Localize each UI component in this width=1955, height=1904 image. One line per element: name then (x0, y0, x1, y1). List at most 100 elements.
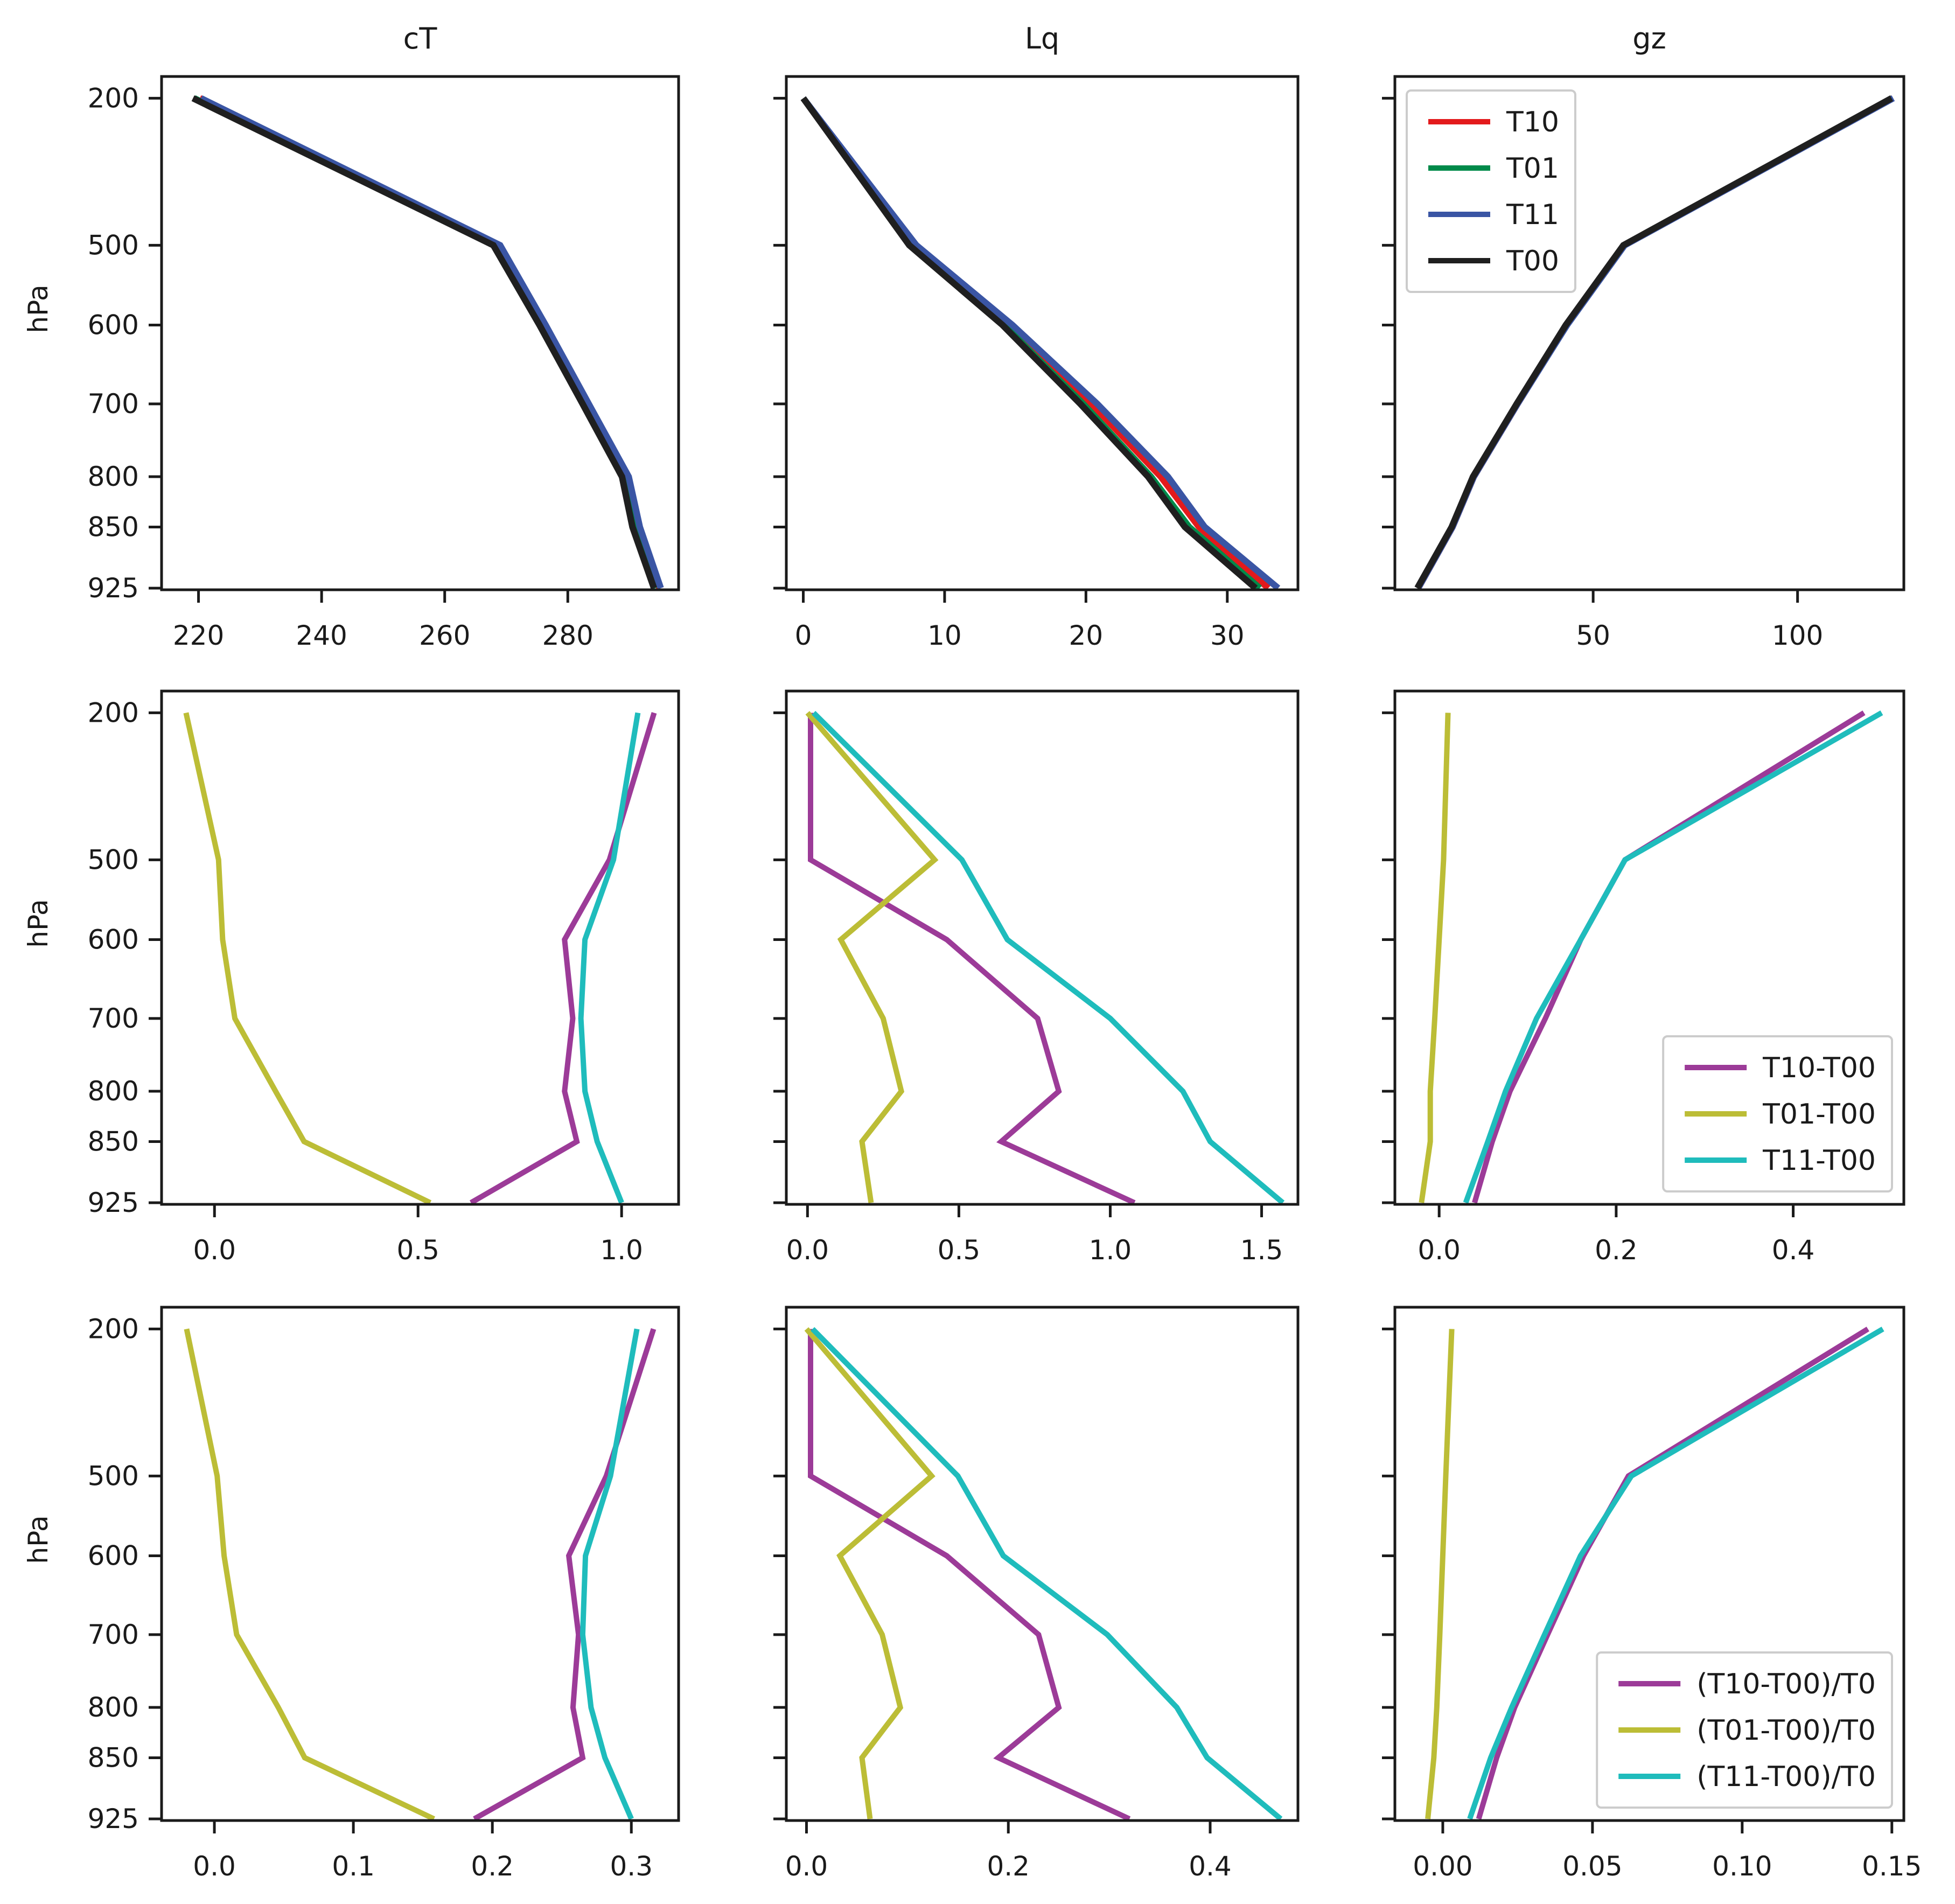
legend-frame (1662, 1035, 1893, 1192)
series-line-t11-t00-t0 (579, 1328, 640, 1820)
x-tick-label: 0.15 (1862, 1851, 1922, 1882)
x-tick-label: 0.0 (1418, 1235, 1461, 1266)
panel-title: cT (403, 22, 438, 55)
panel-row1-gz: 50 100 gz T10 T01 T11 T00 (1382, 22, 1905, 651)
series-line-t10-t00 (808, 713, 1136, 1205)
series-line-t01-t00 (183, 712, 432, 1205)
series-line-t11-t00 (578, 712, 641, 1204)
x-tick-label: 0.00 (1413, 1851, 1472, 1882)
legend-label: T01-T00 (1762, 1098, 1876, 1131)
x-tick-label: 0.4 (1189, 1851, 1232, 1882)
y-tick-label: 200 (88, 1313, 139, 1344)
x-tick-label: 280 (542, 620, 594, 651)
x-tick-label: 1.0 (1089, 1235, 1132, 1266)
axes-frame (160, 689, 680, 1206)
panel-row3-gz: 0.00 0.05 0.10 0.15 (T10-T00)/T0 (T01-T00)/T0… (1382, 1306, 1922, 1882)
legend-label: T01 (1506, 152, 1559, 185)
y-tick-label: 600 (88, 1540, 139, 1572)
axes-frame (160, 75, 680, 591)
x-tick-label: 10 (927, 620, 962, 651)
axes-frame (785, 1306, 1300, 1822)
y-tick-label: 800 (88, 1076, 139, 1107)
panel-row2-gz: 0.0 0.2 0.4 T10-T00 T01-T00 T11-T00 (1382, 689, 1905, 1266)
axes-frame (785, 689, 1300, 1206)
y-tick-label: 925 (88, 573, 139, 604)
legend: T10 T01 T11 T00 (1406, 89, 1576, 293)
legend: T10-T00 T01-T00 T11-T00 (1662, 1035, 1893, 1192)
panel-row1-cT: 200 500 600 700 800 850 925 220 240 260 280 cT hPa (23, 22, 680, 651)
panel-title: Lq (1025, 22, 1059, 55)
series-line-t00 (191, 95, 657, 589)
panel-row2-Lq: 0.0 0.5 1.0 1.5 (773, 689, 1300, 1266)
legend: (T10-T00)/T0 (T01-T00)/T0 (T11-T00)/T0 (1596, 1651, 1893, 1809)
x-tick-label: 0.3 (610, 1851, 653, 1882)
legend-label: T11 (1506, 199, 1559, 231)
y-tick-label: 600 (88, 924, 139, 956)
axes-frame (160, 1306, 680, 1822)
y-tick-label: 850 (88, 1742, 139, 1773)
legend-label: T10 (1506, 106, 1559, 138)
legend-label: T11-T00 (1762, 1145, 1876, 1177)
legend-label: T00 (1506, 245, 1559, 277)
series-line-t10-t00-t0 (808, 1329, 1131, 1822)
x-tick-label: 0.5 (938, 1235, 981, 1266)
panel-row3-Lq: 0.0 0.2 0.4 (773, 1306, 1300, 1882)
x-tick-label: 1.0 (600, 1235, 643, 1266)
axes-frame (1393, 75, 1905, 591)
y-tick-label: 800 (88, 461, 139, 492)
x-tick-label: 50 (1576, 620, 1610, 651)
x-tick-label: 0.2 (1595, 1235, 1638, 1266)
legend-frame (1596, 1651, 1893, 1809)
y-tick-label: 200 (88, 697, 139, 728)
y-tick-label: 500 (88, 1460, 139, 1491)
y-tick-label: 700 (88, 388, 139, 420)
y-axis-label: hPa (23, 284, 54, 333)
x-tick-label: 0.2 (987, 1851, 1030, 1882)
panel-row2-cT: 200 500 600 700 800 850 925 0.0 0.5 1.0 hPa (23, 689, 680, 1266)
panel-row1-Lq: 0 10 20 30 Lq (773, 22, 1300, 651)
series-line-t01-t00 (805, 711, 939, 1203)
legend-label: (T11-T00)/T0 (1696, 1761, 1876, 1793)
x-tick-label: 0.0 (193, 1235, 236, 1266)
series-line-t11 (800, 96, 1281, 591)
x-tick-label: 220 (173, 620, 224, 651)
y-tick-label: 700 (88, 1619, 139, 1650)
x-tick-label: 0.0 (785, 1851, 828, 1882)
y-tick-label: 700 (88, 1003, 139, 1034)
y-tick-label: 500 (88, 229, 139, 261)
axes-frame (785, 75, 1300, 591)
series-line-t10-t00-t0 (473, 1328, 657, 1822)
x-tick-label: 0.10 (1712, 1851, 1772, 1882)
series-line-t10-t00 (469, 712, 657, 1205)
y-tick-label: 800 (88, 1692, 139, 1723)
series-line-t01-t00 (1419, 713, 1451, 1203)
x-tick-label: 0.4 (1772, 1235, 1815, 1266)
y-tick-label: 850 (88, 511, 139, 542)
y-tick-label: 200 (88, 82, 139, 114)
series-line-t01-t00-t0 (1425, 1329, 1455, 1819)
panel-row3-cT: 200 500 600 700 800 850 925 0.0 0.1 0.2 0.3 hPa (23, 1306, 680, 1882)
series-line-t11-t00-t0 (811, 1327, 1283, 1821)
series-line-t00 (1414, 95, 1894, 590)
x-tick-label: 0.0 (193, 1851, 236, 1882)
x-tick-label: 260 (419, 620, 470, 651)
legend-label: (T10-T00)/T0 (1696, 1668, 1876, 1700)
x-tick-label: 30 (1210, 620, 1245, 651)
series-line-t11-t00-t0 (1467, 1327, 1884, 1820)
y-axis-label: hPa (23, 899, 54, 947)
y-axis-label: hPa (23, 1515, 54, 1564)
y-tick-label: 925 (88, 1187, 139, 1218)
x-tick-label: 1.5 (1240, 1235, 1283, 1266)
axes-frame (1393, 1306, 1905, 1822)
legend-label: T10-T00 (1762, 1052, 1876, 1084)
x-tick-label: 0.5 (396, 1235, 439, 1266)
x-tick-label: 240 (296, 620, 347, 651)
axes-frame (1393, 689, 1905, 1206)
series-line-t11-t00 (812, 710, 1285, 1205)
y-tick-label: 500 (88, 844, 139, 875)
x-tick-label: 0.1 (332, 1851, 375, 1882)
x-tick-label: 0 (795, 620, 812, 651)
x-tick-label: 0.0 (786, 1235, 829, 1266)
series-line-t00 (800, 96, 1258, 591)
y-tick-label: 600 (88, 310, 139, 341)
